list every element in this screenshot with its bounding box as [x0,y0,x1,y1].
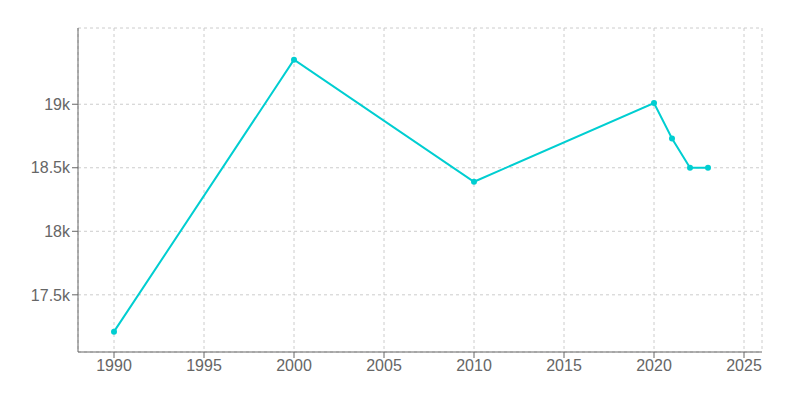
svg-text:2015: 2015 [546,357,582,374]
svg-text:1995: 1995 [186,357,222,374]
svg-text:2020: 2020 [636,357,672,374]
svg-text:17.5k: 17.5k [31,287,71,304]
svg-text:2005: 2005 [366,357,402,374]
svg-text:18k: 18k [44,223,71,240]
svg-text:18.5k: 18.5k [31,159,71,176]
svg-text:2010: 2010 [456,357,492,374]
svg-text:2000: 2000 [276,357,312,374]
svg-text:1990: 1990 [96,357,132,374]
svg-text:2025: 2025 [726,357,762,374]
svg-text:19k: 19k [44,96,71,113]
